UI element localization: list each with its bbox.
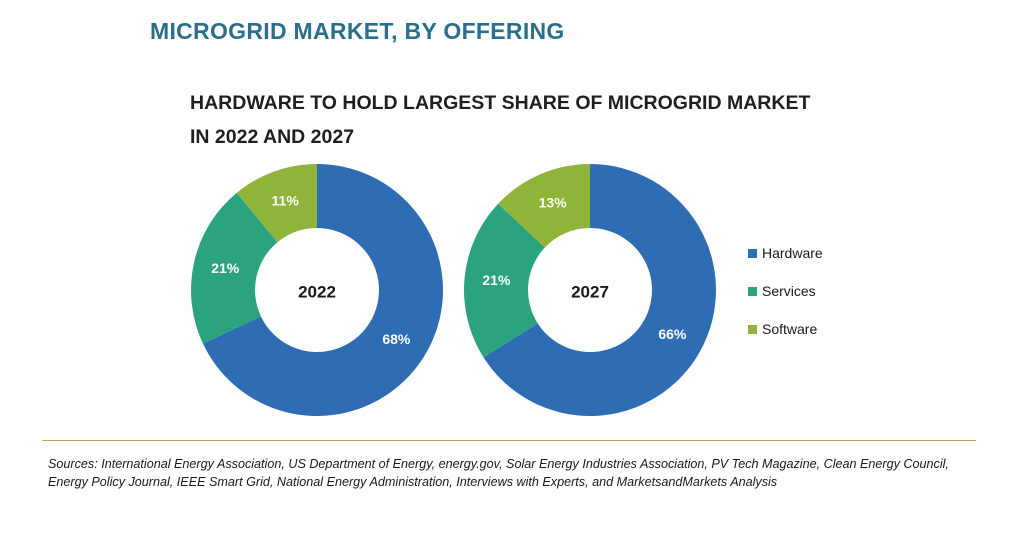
donut-2027-label-services: 21% xyxy=(482,272,511,288)
donut-2027-label-software: 13% xyxy=(539,194,568,210)
donut-2022-slice-hardware xyxy=(202,164,444,416)
legend-label-software: Software xyxy=(762,321,818,337)
legend-label-hardware: Hardware xyxy=(762,245,823,261)
donut-2022-label-hardware: 68% xyxy=(382,331,411,347)
legend-label-services: Services xyxy=(762,283,816,299)
donut-2027-slice-services xyxy=(464,203,545,358)
chart-subtitle: HARDWARE TO HOLD LARGEST SHARE OF MICROG… xyxy=(190,86,810,154)
donut-2027-center-label: 2027 xyxy=(571,282,609,301)
chart-subtitle-line-1: HARDWARE TO HOLD LARGEST SHARE OF MICROG… xyxy=(190,92,811,114)
sources-note: Sources: International Energy Associatio… xyxy=(48,457,949,489)
donut-2022-slice-software xyxy=(236,164,317,243)
donut-2027-slice-hardware xyxy=(483,164,716,417)
legend-item-services: Services xyxy=(748,282,823,300)
donut-2022-label-software: 11% xyxy=(272,192,300,208)
chart-subtitle-line-2: IN 2022 AND 2027 xyxy=(190,126,355,148)
legend-swatch-software xyxy=(748,324,757,334)
donut-2022-slice-services xyxy=(191,192,278,344)
legend-swatch-hardware xyxy=(748,248,757,258)
legend-swatch-services xyxy=(748,286,757,296)
legend-item-hardware: Hardware xyxy=(748,244,823,262)
footer-divider xyxy=(42,440,976,441)
donut-2027-label-hardware: 66% xyxy=(658,326,687,342)
donut-2022-label-services: 21% xyxy=(211,260,240,276)
page-title: MICROGRID MARKET, BY OFFERING xyxy=(150,18,565,44)
legend-item-software: Software xyxy=(748,320,823,338)
donut-2027-slice-software xyxy=(498,164,590,248)
chart-legend: Hardware Services Software xyxy=(748,244,823,358)
donut-2022-center-label: 2022 xyxy=(298,282,336,301)
